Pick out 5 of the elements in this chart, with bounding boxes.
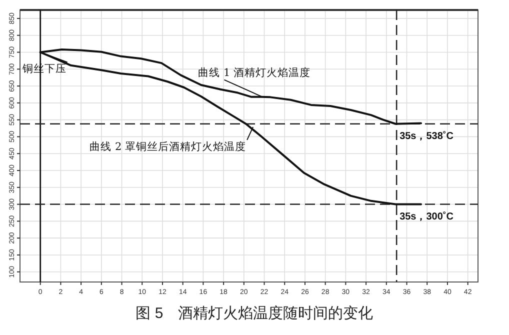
annotation: 35s，300˚C [400,210,454,222]
annotation: 曲线 1 酒精灯火焰温度 [198,66,311,79]
text: 图 5 酒精灯火焰温度随时间的变化 [136,305,374,322]
annotation: 35s，538˚C [400,130,454,142]
annotation: 曲线 2 罩铜丝后酒精灯火焰温度 [90,140,246,153]
